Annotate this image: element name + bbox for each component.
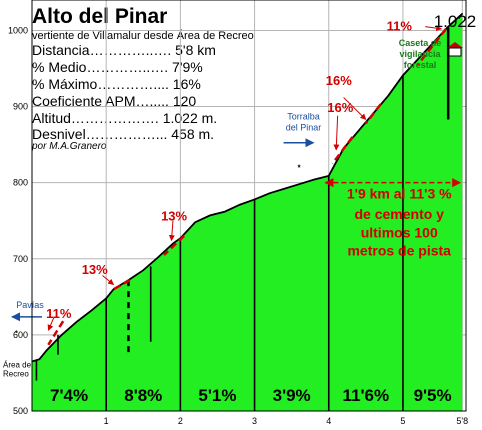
author-credit: por M.A.Granero xyxy=(32,141,107,152)
house-icon-body xyxy=(448,47,462,57)
grade-annotation: 11% xyxy=(46,306,72,321)
grade-segment-highlight xyxy=(364,103,382,125)
profile-line xyxy=(31,13,463,363)
profile-point xyxy=(313,179,315,181)
profile-point xyxy=(209,214,211,216)
x-tick-label: 1 xyxy=(104,416,109,426)
place-torralba-line2: del Pinar xyxy=(286,123,322,133)
profile-point xyxy=(75,321,78,323)
profile-point xyxy=(432,42,434,44)
summit-altitude: 1.022 xyxy=(434,12,477,31)
profile-point xyxy=(38,358,41,360)
stat-average-grade: % Medio…………..…. 7'9% xyxy=(32,59,203,75)
x-tick-label: 2 xyxy=(178,416,183,426)
segment-markers xyxy=(35,27,450,411)
segment-grade-label: 7'4% xyxy=(50,386,88,405)
grade-arrow xyxy=(333,115,340,151)
axes: 500 600 700 800 900 1000 1 2 3 4 5 5'8 xyxy=(8,0,468,426)
place-torralba-line1: Torralba xyxy=(287,112,320,122)
x-tick-label: 4 xyxy=(326,416,331,426)
profile-point xyxy=(46,349,48,351)
profile-point xyxy=(142,269,144,271)
y-tick-label: 900 xyxy=(13,102,28,112)
grade-segment-highlight xyxy=(47,320,65,346)
y-tick-label: 1000 xyxy=(8,25,28,35)
profile-point xyxy=(461,13,463,15)
y-tick-label: 500 xyxy=(13,406,28,416)
segment-grade-label: 8'8% xyxy=(124,386,162,405)
profile-point xyxy=(157,256,159,258)
profile-fill xyxy=(32,13,463,411)
grade-segment-highlight xyxy=(331,136,354,165)
profile-point xyxy=(172,242,174,245)
note-line: 1'9 km al 11'3 % xyxy=(347,186,452,202)
grade-arrow xyxy=(102,275,115,286)
y-tick-label: 600 xyxy=(13,330,28,340)
profile-point xyxy=(239,204,241,206)
stat-apm-coefficient: Coeficiente APM…..... 120 xyxy=(32,93,197,109)
grade-arrow xyxy=(425,25,443,32)
place-area-recreo-line2: Recreo xyxy=(3,369,29,378)
x-tick-label: 5 xyxy=(400,416,405,426)
profile-point xyxy=(61,334,63,336)
note-line: de cemento y xyxy=(354,206,444,222)
grade-annotation: 16% xyxy=(326,73,352,88)
profile-point xyxy=(224,210,226,213)
profile-point xyxy=(417,58,419,60)
y-tick-label: 800 xyxy=(13,178,28,188)
place-pavias: Pavías xyxy=(16,300,44,310)
note-line: metros de pista xyxy=(347,243,451,259)
segment-grade-label: 3'9% xyxy=(273,386,311,405)
grade-annotation: 11% xyxy=(387,18,413,33)
grade-arrow xyxy=(47,316,55,331)
caseta-label: Caseta de xyxy=(399,38,442,48)
asterisk-marker: * xyxy=(15,329,18,338)
x-tick-label: 3 xyxy=(252,416,257,426)
segment-grade-label: 5'1% xyxy=(198,386,236,405)
segment-grade-label: 9'5% xyxy=(414,386,452,405)
profile-point xyxy=(387,95,389,97)
segment-grade-label: 11'6% xyxy=(343,386,390,405)
y-tick-label: 700 xyxy=(13,254,28,264)
grade-annotation: 13% xyxy=(82,262,108,277)
stat-altitude: Altitud………………. 1.022 m. xyxy=(32,110,218,126)
grade-segment-highlight xyxy=(416,28,447,66)
x-tick-label: 5'8 xyxy=(456,416,468,426)
grade-annotation: 16% xyxy=(327,100,353,115)
note-line: ultimos 100 xyxy=(361,224,438,240)
profile-point xyxy=(283,188,285,190)
profile-area xyxy=(31,13,463,411)
grade-segment-highlight xyxy=(163,235,185,256)
grade-arrow xyxy=(343,97,367,120)
grade-segment-highlight xyxy=(112,278,131,291)
profile-point xyxy=(113,288,115,290)
place-area-recreo-line1: Área de xyxy=(3,360,32,369)
stat-distance: Distancia…………..…. 5'8 km xyxy=(32,42,216,58)
profile-point xyxy=(298,183,300,185)
chart-subtitle: vertiente de Villamalur desde Área de Re… xyxy=(32,30,254,42)
grade-annotation: 13% xyxy=(161,209,187,224)
chart-title: Alto del Pinar xyxy=(32,5,168,28)
profile-point xyxy=(268,192,271,194)
house-icon xyxy=(447,42,463,48)
plot-border xyxy=(31,0,467,412)
profile-point xyxy=(194,221,196,223)
caseta-label: forestal xyxy=(404,60,437,70)
caseta-label: vigilancia xyxy=(399,49,441,59)
profile-point xyxy=(357,130,360,132)
profile-point xyxy=(90,309,92,312)
grade-arrow xyxy=(168,220,175,242)
asterisk-torralba: * xyxy=(298,164,302,173)
stat-max-grade: % Máximo………….... 16% xyxy=(32,76,201,92)
stat-elevation-gain: Desnivel……………... 458 m. xyxy=(32,126,215,142)
